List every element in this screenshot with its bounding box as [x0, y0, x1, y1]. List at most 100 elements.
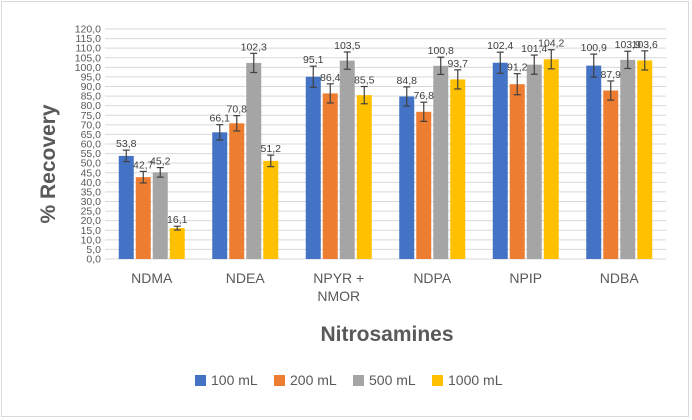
- legend-label: 100 mL: [211, 372, 258, 388]
- y-tick-label: 80,0: [81, 100, 102, 112]
- error-bar: [216, 124, 224, 141]
- data-label: 53,8: [116, 138, 137, 150]
- bar: [526, 64, 542, 260]
- x-category-label: NPIP: [509, 270, 542, 286]
- error-bar: [309, 65, 317, 88]
- legend-item: 1000 mL: [432, 372, 503, 388]
- data-label: 84,8: [397, 75, 418, 87]
- bar: [416, 111, 432, 259]
- bar: [543, 59, 559, 260]
- error-bar: [513, 73, 521, 96]
- data-label: 100,9: [581, 42, 607, 54]
- error-bar: [530, 54, 538, 75]
- legend-label: 200 mL: [290, 372, 337, 388]
- data-label: 104,2: [538, 38, 564, 50]
- data-label: 93,7: [448, 58, 469, 70]
- legend-item: 500 mL: [353, 372, 416, 388]
- data-labels: 53,8 42,745,2 16,1 66,170,8 102,3 51,2 95,1 86,…: [116, 38, 658, 227]
- y-tick-label: 30,0: [81, 196, 102, 208]
- error-bar: [420, 101, 428, 122]
- data-label: 103,5: [334, 40, 360, 52]
- bar: [305, 76, 321, 259]
- data-label: 95,1: [303, 54, 324, 66]
- y-axis-ticks: 0,05,010,015,020,025,030,035,040,045,050…: [75, 24, 101, 266]
- x-axis-title: Nitrosamines: [320, 323, 453, 346]
- y-tick-label: 100,0: [75, 62, 101, 74]
- error-bar: [641, 50, 649, 71]
- y-axis-title: % Recovery: [37, 104, 60, 223]
- y-tick-label: 5,0: [86, 244, 101, 256]
- bar: [229, 123, 245, 259]
- bar: [603, 90, 619, 260]
- legend-item: 100 mL: [195, 372, 258, 388]
- y-tick-label: 105,0: [75, 52, 101, 64]
- legend-item: 200 mL: [274, 372, 337, 388]
- error-bars: [122, 49, 649, 231]
- legend-swatch: [432, 375, 443, 386]
- data-label: 66,1: [210, 113, 231, 125]
- legend-swatch: [274, 375, 285, 386]
- bar: [586, 65, 602, 259]
- data-label: 103,9: [615, 39, 641, 51]
- bar: [356, 95, 372, 259]
- y-tick-label: 120,0: [75, 24, 101, 36]
- data-label: 102,4: [487, 40, 513, 52]
- error-bar: [233, 115, 241, 132]
- bar: [322, 93, 338, 260]
- error-bar: [547, 49, 555, 70]
- data-label: 70,8: [227, 104, 248, 116]
- error-bar: [403, 86, 411, 107]
- y-tick-label: 40,0: [81, 177, 102, 189]
- bar: [620, 59, 636, 259]
- y-tick-label: 70,0: [81, 119, 102, 131]
- legend: 100 mL 200 mL 500 mL 1000 mL: [195, 372, 503, 388]
- y-tick-label: 25,0: [81, 206, 102, 218]
- y-tick-label: 0,0: [86, 254, 101, 266]
- data-label: 76,8: [414, 90, 435, 102]
- data-label: 103,6: [632, 39, 658, 51]
- error-bar: [173, 225, 181, 231]
- error-bar: [343, 51, 351, 70]
- x-category-label: NPYR +: [313, 270, 364, 286]
- error-bar: [360, 85, 368, 105]
- x-category-label: NDMA: [131, 270, 173, 286]
- data-label: 102,3: [241, 41, 267, 53]
- data-label: 86,4: [320, 72, 341, 84]
- y-tick-label: 50,0: [81, 158, 102, 170]
- bar: [509, 84, 525, 259]
- bar: [263, 160, 279, 259]
- gridlines: [105, 28, 666, 260]
- bar: [212, 132, 228, 259]
- bar: [399, 96, 415, 259]
- legend-swatch: [195, 375, 206, 386]
- y-tick-label: 90,0: [81, 81, 102, 93]
- error-bar: [267, 154, 275, 168]
- error-bar: [156, 166, 164, 178]
- y-tick-label: 55,0: [81, 148, 102, 160]
- y-tick-label: 20,0: [81, 215, 102, 227]
- bar: [135, 177, 151, 259]
- error-bar: [496, 51, 504, 74]
- y-tick-label: 115,0: [76, 33, 102, 45]
- y-tick-label: 35,0: [81, 186, 102, 198]
- error-bar: [624, 50, 632, 70]
- y-tick-label: 15,0: [81, 225, 102, 237]
- bar: [637, 60, 653, 259]
- y-tick-label: 110,0: [76, 43, 102, 55]
- bar: [152, 172, 168, 259]
- data-label: 45,2: [150, 156, 171, 168]
- bar: [118, 155, 134, 259]
- data-label: 101,4: [521, 43, 547, 55]
- data-label: 42,7: [133, 159, 154, 171]
- bar: [492, 62, 508, 259]
- data-label: 87,9: [601, 69, 622, 81]
- error-bar: [122, 149, 130, 163]
- legend-label: 1000 mL: [448, 372, 503, 388]
- x-category-label: NDEA: [226, 270, 266, 286]
- data-label: 51,2: [261, 143, 282, 155]
- y-tick-label: 10,0: [81, 234, 102, 246]
- bar: [169, 228, 185, 259]
- error-bar: [326, 83, 334, 104]
- error-bar: [607, 80, 615, 101]
